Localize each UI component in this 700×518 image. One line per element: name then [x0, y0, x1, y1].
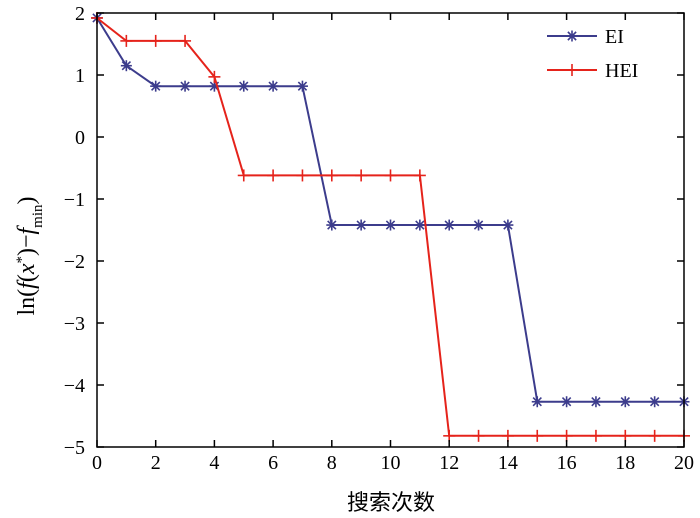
- x-tick-label: 10: [381, 452, 401, 474]
- data-point-hei: [589, 429, 602, 442]
- y-tick: −1: [64, 189, 684, 211]
- data-point-ei: [150, 80, 162, 92]
- x-tick-label: 6: [268, 452, 278, 474]
- y-label-x: x: [14, 263, 40, 275]
- series-layer: [91, 11, 690, 442]
- x-tick: 16: [557, 13, 577, 474]
- x-tick: 6: [268, 13, 278, 474]
- x-tick: 2: [151, 13, 161, 474]
- y-tick: −3: [64, 313, 684, 335]
- x-tick-label: 16: [557, 452, 577, 474]
- y-label-f: f: [14, 279, 40, 289]
- x-tick-label: 4: [209, 452, 219, 474]
- x-tick: 12: [439, 13, 459, 474]
- data-point-hei: [472, 429, 485, 442]
- x-tick-label: 12: [439, 452, 459, 474]
- x-tick-label: 14: [498, 452, 518, 474]
- series-line-ei: [96, 17, 684, 403]
- data-point-hei: [560, 429, 573, 442]
- data-point-hei: [355, 169, 368, 182]
- data-point-ei: [296, 80, 308, 92]
- series-hei: [91, 11, 690, 442]
- data-point-hei: [531, 429, 544, 442]
- x-tick: 0: [92, 13, 102, 474]
- data-point-ei: [619, 396, 631, 408]
- data-point-ei: [502, 219, 514, 231]
- x-tick-label: 8: [327, 452, 337, 474]
- data-point-hei: [149, 34, 162, 47]
- data-point-hei: [384, 169, 397, 182]
- legend-marker-ei-glyph: [566, 30, 578, 42]
- legend-marker-hei-glyph: [566, 64, 578, 76]
- data-point-hei: [237, 169, 250, 182]
- data-point-ei: [473, 219, 485, 231]
- data-point-ei: [179, 80, 191, 92]
- legend-label-hei: HEI: [605, 60, 638, 82]
- legend: EI HEI: [547, 26, 638, 82]
- data-point-hei: [443, 429, 456, 442]
- data-point-hei: [120, 34, 133, 47]
- y-tick-label: −2: [64, 251, 85, 273]
- data-point-hei: [296, 169, 309, 182]
- legend-marker-ei: [566, 30, 578, 42]
- data-point-ei: [561, 396, 573, 408]
- y-tick-label: 2: [75, 3, 85, 25]
- data-point-hei: [267, 169, 280, 182]
- data-point-hei: [501, 429, 514, 442]
- y-label-end: ): [14, 196, 40, 204]
- data-point-hei: [413, 169, 426, 182]
- data-point-ei: [385, 219, 396, 231]
- data-point-ei: [443, 219, 455, 231]
- data-point-ei: [120, 60, 132, 72]
- x-tick-label: 2: [151, 452, 161, 474]
- legend-label-ei: EI: [605, 26, 624, 48]
- data-point-hei: [648, 429, 661, 442]
- data-point-ei: [238, 80, 250, 92]
- y-label-f2: f: [14, 224, 40, 234]
- data-point-ei: [326, 219, 338, 231]
- x-tick: 4: [209, 13, 219, 474]
- x-tick: 20: [674, 13, 694, 474]
- series-ei: [91, 12, 690, 408]
- x-tick-label: 20: [674, 452, 694, 474]
- x-tick-label: 18: [615, 452, 635, 474]
- data-point-hei: [208, 70, 221, 83]
- data-point-ei: [531, 396, 543, 408]
- y-tick-label: −4: [64, 375, 85, 397]
- y-axis-label: ln(f(x*)−fmin): [14, 196, 46, 315]
- data-point-ei: [355, 219, 367, 231]
- y-tick: 0: [75, 127, 684, 149]
- y-tick: −4: [64, 375, 684, 397]
- y-label-open: (: [14, 274, 40, 282]
- x-axis-label: 搜索次数: [347, 491, 435, 516]
- y-tick-label: 0: [75, 127, 85, 149]
- data-point-ei: [267, 80, 279, 92]
- y-label-close: )−: [14, 234, 40, 256]
- y-tick: −5: [64, 437, 684, 459]
- y-tick: 1: [75, 65, 684, 87]
- legend-marker-hei: [566, 64, 578, 76]
- data-point-hei: [325, 169, 338, 182]
- data-point-hei: [619, 429, 632, 442]
- x-tick: 8: [327, 13, 337, 474]
- x-tick: 18: [615, 13, 635, 474]
- y-tick: −2: [64, 251, 684, 273]
- x-tick: 10: [381, 13, 401, 474]
- y-label-sub: min: [30, 204, 46, 228]
- x-tick-label: 0: [92, 452, 102, 474]
- y-tick-label: −5: [64, 437, 85, 459]
- x-tick: 14: [498, 13, 518, 474]
- data-point-hei: [179, 34, 192, 47]
- y-tick-label: −3: [64, 313, 85, 335]
- data-point-ei: [590, 396, 602, 408]
- y-tick-label: 1: [75, 65, 85, 87]
- data-point-ei: [414, 219, 426, 231]
- y-tick: 2: [75, 3, 684, 25]
- y-label-prefix: ln(: [14, 289, 40, 316]
- data-point-ei: [649, 396, 661, 408]
- y-tick-label: −1: [64, 189, 85, 211]
- y-label-sup: *: [14, 256, 30, 264]
